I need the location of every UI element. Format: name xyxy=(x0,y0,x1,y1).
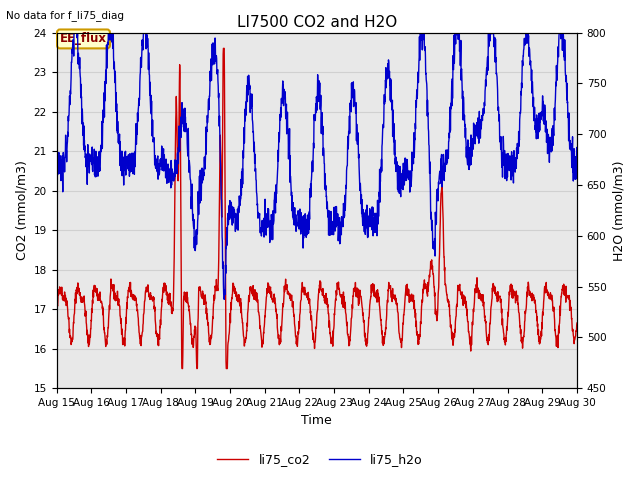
li75_h2o xyxy=(307,192,314,197)
Y-axis label: CO2 (mmol/m3): CO2 (mmol/m3) xyxy=(15,160,28,260)
li75_h2o xyxy=(463,156,470,161)
Line: li75_h2o: li75_h2o xyxy=(56,33,577,300)
li75_co2 xyxy=(79,297,87,302)
li75_h2o xyxy=(292,216,300,222)
li75_co2 xyxy=(178,366,186,372)
li75_co2 xyxy=(220,46,227,51)
li75_h2o xyxy=(573,155,581,160)
li75_h2o xyxy=(70,30,78,36)
li75_h2o xyxy=(79,120,87,126)
Line: li75_co2: li75_co2 xyxy=(56,48,577,369)
Text: No data for f_li75_diag: No data for f_li75_diag xyxy=(6,10,124,21)
X-axis label: Time: Time xyxy=(301,414,332,427)
Text: EE_flux: EE_flux xyxy=(60,33,107,46)
Legend: li75_co2, li75_h2o: li75_co2, li75_h2o xyxy=(212,448,428,471)
li75_h2o xyxy=(559,48,566,53)
li75_h2o xyxy=(52,163,60,169)
li75_h2o xyxy=(558,32,566,37)
li75_co2 xyxy=(307,303,314,309)
li75_co2 xyxy=(573,320,581,326)
li75_co2 xyxy=(52,316,60,322)
Y-axis label: H2O (mmol/m3): H2O (mmol/m3) xyxy=(612,160,625,261)
li75_co2 xyxy=(559,287,566,293)
li75_co2 xyxy=(463,312,470,318)
li75_co2 xyxy=(558,287,566,292)
li75_co2 xyxy=(292,341,300,347)
Title: LI7500 CO2 and H2O: LI7500 CO2 and H2O xyxy=(237,15,397,30)
li75_h2o xyxy=(220,297,228,302)
